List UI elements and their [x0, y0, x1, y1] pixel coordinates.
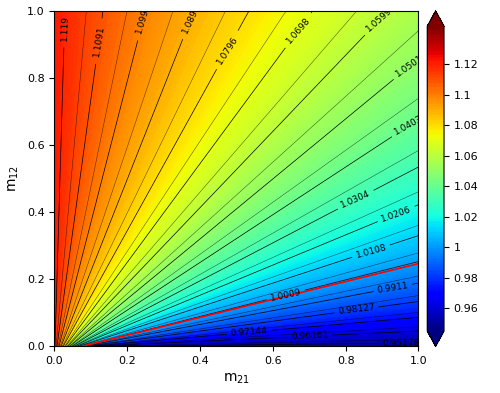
- Y-axis label: m$_{12}$: m$_{12}$: [7, 165, 22, 192]
- Text: 1.1091: 1.1091: [92, 25, 106, 57]
- Text: 1.0403: 1.0403: [393, 114, 425, 137]
- PathPatch shape: [428, 331, 444, 346]
- Text: 1.0993: 1.0993: [134, 2, 152, 35]
- Text: 1.0894: 1.0894: [180, 2, 202, 35]
- Text: 0.9911: 0.9911: [376, 281, 410, 295]
- Text: 1.0599: 1.0599: [365, 6, 394, 33]
- Text: 1.0009: 1.0009: [270, 287, 302, 303]
- Text: 0.97144: 0.97144: [230, 327, 268, 338]
- Text: 1.0304: 1.0304: [340, 189, 372, 210]
- X-axis label: m$_{21}$: m$_{21}$: [223, 372, 250, 386]
- Text: 1.0698: 1.0698: [284, 16, 312, 45]
- Text: 1.0796: 1.0796: [215, 34, 240, 66]
- Text: 1.119: 1.119: [60, 15, 70, 41]
- Text: 1.0501: 1.0501: [394, 53, 426, 79]
- Text: 0.95178: 0.95178: [382, 338, 420, 348]
- Text: 1.0206: 1.0206: [380, 204, 412, 223]
- Text: 0.96161: 0.96161: [291, 331, 329, 342]
- Text: 1.0108: 1.0108: [354, 242, 388, 260]
- Text: 0.98127: 0.98127: [338, 303, 376, 316]
- PathPatch shape: [428, 11, 444, 26]
